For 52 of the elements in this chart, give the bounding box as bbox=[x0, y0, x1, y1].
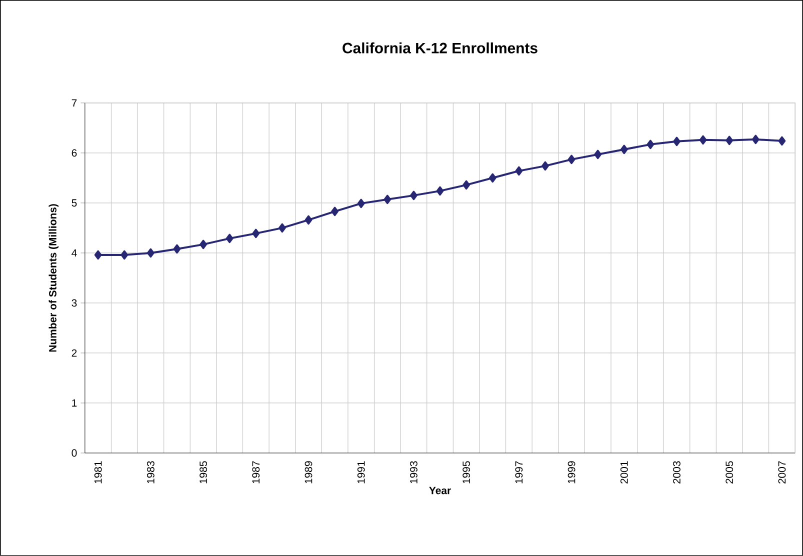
y-tick-label: 1 bbox=[72, 399, 77, 407]
x-axis-title: Year bbox=[429, 486, 451, 494]
point bbox=[488, 173, 496, 183]
point bbox=[673, 136, 680, 146]
x-tick-label: 1995 bbox=[462, 461, 470, 484]
y-tick-label: 3 bbox=[72, 299, 77, 307]
point bbox=[200, 240, 207, 250]
x-tick-label: 1989 bbox=[304, 461, 312, 484]
point bbox=[778, 136, 786, 146]
x-tick-label: 1993 bbox=[410, 461, 418, 484]
point bbox=[436, 186, 444, 196]
point bbox=[515, 166, 523, 176]
x-tick-label: 1981 bbox=[94, 461, 102, 484]
y-tick-label: 4 bbox=[72, 249, 77, 257]
point bbox=[331, 206, 339, 216]
point bbox=[462, 180, 470, 190]
point bbox=[568, 154, 576, 164]
chart-title: California K-12 Enrollments bbox=[342, 42, 538, 54]
point bbox=[594, 150, 602, 160]
point bbox=[752, 134, 760, 144]
x-tick-label: 2005 bbox=[726, 461, 734, 484]
y-tick-label: 0 bbox=[72, 449, 77, 457]
point bbox=[357, 198, 365, 208]
point bbox=[410, 190, 418, 200]
y-axis-title: Number of Students (Millions) bbox=[48, 204, 58, 352]
y-tick-label: 5 bbox=[72, 199, 77, 207]
point bbox=[120, 250, 128, 260]
point bbox=[726, 136, 734, 146]
point bbox=[278, 223, 286, 233]
point bbox=[620, 144, 628, 154]
x-tick-label: 1991 bbox=[357, 461, 365, 484]
y-tick-label: 2 bbox=[72, 349, 77, 357]
x-tick-label: 2001 bbox=[620, 461, 628, 484]
x-tick-label: 1999 bbox=[568, 461, 576, 484]
point bbox=[226, 234, 234, 244]
x-tick-label: 2007 bbox=[778, 461, 786, 484]
point bbox=[304, 215, 312, 225]
x-tick-label: 1997 bbox=[515, 461, 523, 484]
y-tick-label: 7 bbox=[72, 99, 77, 107]
x-tick-label: 2003 bbox=[673, 461, 680, 484]
point bbox=[146, 248, 154, 258]
point bbox=[646, 140, 654, 150]
point bbox=[384, 194, 392, 204]
point bbox=[542, 161, 549, 171]
x-tick-label: 1987 bbox=[252, 461, 260, 484]
x-tick-label: 1985 bbox=[200, 461, 208, 484]
point bbox=[699, 135, 707, 145]
point bbox=[252, 228, 260, 238]
point bbox=[173, 244, 181, 254]
y-tick-label: 6 bbox=[72, 149, 77, 157]
point bbox=[94, 250, 102, 260]
x-tick-label: 1983 bbox=[146, 461, 154, 484]
